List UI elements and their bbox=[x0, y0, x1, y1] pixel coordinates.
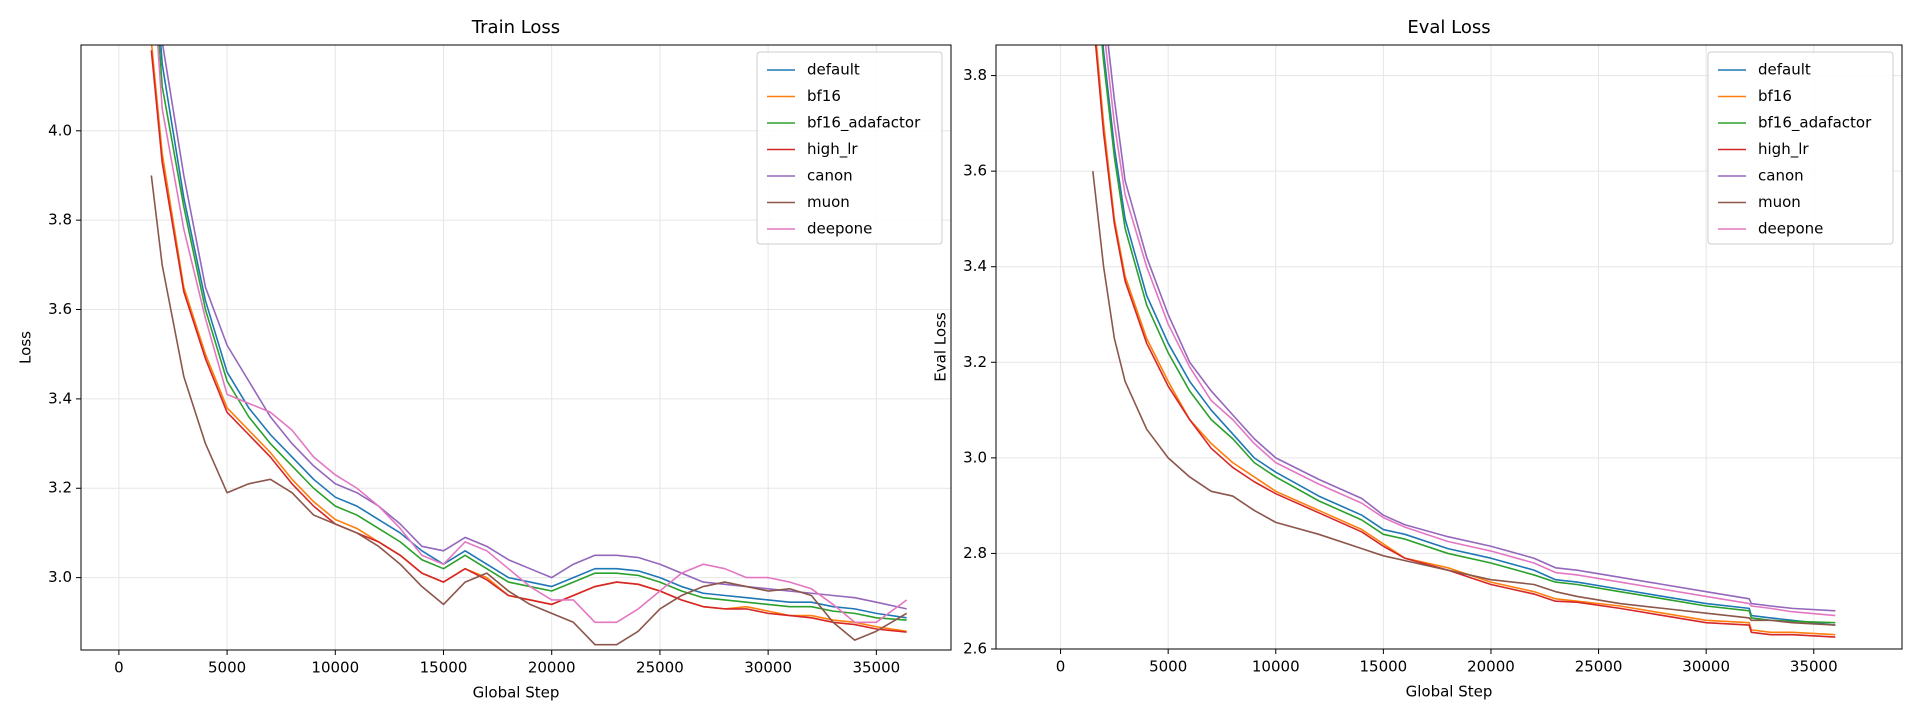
y-tick-label: 3.6 bbox=[963, 162, 987, 180]
x-tick-label: 20000 bbox=[528, 659, 576, 677]
legend-label: canon bbox=[1758, 167, 1804, 185]
y-tick-label: 3.0 bbox=[48, 568, 72, 586]
plot-frame bbox=[80, 44, 952, 651]
subplot: 0 5000 10000 15000 20000 25000 30000 35000 2.6 2.… bbox=[932, 17, 1903, 701]
legend-label: default bbox=[807, 61, 860, 79]
x-tick-label: 10000 bbox=[311, 659, 359, 677]
series-line bbox=[150, 175, 908, 646]
legend-label: default bbox=[1758, 61, 1811, 79]
x-tick-label: 35000 bbox=[852, 659, 900, 677]
y-tick-label: 4.0 bbox=[48, 121, 72, 139]
series-line bbox=[1092, 171, 1836, 626]
x-axis-label: Global Step bbox=[473, 684, 560, 702]
legend-label: high_lr bbox=[807, 140, 858, 159]
legend-box bbox=[1707, 51, 1894, 245]
series-line bbox=[160, 45, 907, 619]
y-tick-label: 3.8 bbox=[48, 211, 72, 229]
chart-title: Eval Loss bbox=[1407, 17, 1490, 38]
x-axis-label: Global Step bbox=[1406, 683, 1493, 701]
y-tick-label: 2.6 bbox=[963, 640, 987, 658]
y-axis-label: Eval Loss bbox=[932, 312, 950, 382]
y-tick-label: 3.4 bbox=[963, 257, 987, 275]
x-tick-label: 20000 bbox=[1467, 658, 1515, 676]
x-tick-label: 30000 bbox=[744, 659, 792, 677]
legend-label: bf16_adafactor bbox=[1758, 114, 1872, 133]
series-line bbox=[1101, 45, 1836, 624]
y-tick-label: 3.0 bbox=[963, 448, 987, 466]
x-tick-label: 0 bbox=[114, 659, 124, 677]
x-tick-label: 5000 bbox=[1149, 658, 1187, 676]
legend-label: deepone bbox=[1758, 220, 1823, 238]
subplot: 0 5000 10000 15000 20000 25000 30000 35000 3.0 3.… bbox=[17, 17, 952, 702]
legend-label: muon bbox=[807, 193, 850, 211]
y-tick-label: 3.2 bbox=[963, 353, 987, 371]
series-line bbox=[156, 45, 908, 624]
legend-label: high_lr bbox=[1758, 140, 1809, 159]
x-tick-label: 35000 bbox=[1790, 658, 1838, 676]
y-tick-label: 3.6 bbox=[48, 300, 72, 318]
series-line bbox=[158, 45, 907, 621]
legend-box bbox=[756, 51, 943, 245]
legend-label: bf16 bbox=[807, 87, 841, 105]
series-line bbox=[1104, 45, 1836, 617]
y-tick-label: 3.4 bbox=[48, 389, 72, 407]
y-tick-label: 3.2 bbox=[48, 479, 72, 497]
x-tick-label: 5000 bbox=[208, 659, 246, 677]
series-line bbox=[1107, 45, 1836, 612]
x-tick-label: 25000 bbox=[1575, 658, 1623, 676]
y-axis-label: Loss bbox=[17, 331, 35, 364]
x-tick-label: 0 bbox=[1056, 658, 1066, 676]
series-line bbox=[1102, 45, 1836, 626]
y-tick-label: 3.8 bbox=[963, 66, 987, 84]
legend-label: bf16_adafactor bbox=[807, 114, 921, 133]
plot-frame bbox=[995, 44, 1903, 650]
series-line bbox=[1094, 45, 1836, 638]
x-tick-label: 10000 bbox=[1252, 658, 1300, 676]
series-line bbox=[1095, 45, 1836, 636]
legend-label: muon bbox=[1758, 193, 1801, 211]
x-tick-label: 25000 bbox=[636, 659, 684, 677]
chart-title: Train Loss bbox=[471, 17, 560, 38]
legend-label: canon bbox=[807, 167, 853, 185]
x-tick-label: 15000 bbox=[1360, 658, 1408, 676]
legend-label: bf16 bbox=[1758, 87, 1792, 105]
x-tick-label: 15000 bbox=[420, 659, 468, 677]
legend-label: deepone bbox=[807, 220, 872, 238]
y-tick-label: 2.8 bbox=[963, 544, 987, 562]
plot-lines bbox=[1092, 45, 1836, 638]
plot-lines bbox=[150, 45, 908, 646]
x-tick-label: 30000 bbox=[1682, 658, 1730, 676]
